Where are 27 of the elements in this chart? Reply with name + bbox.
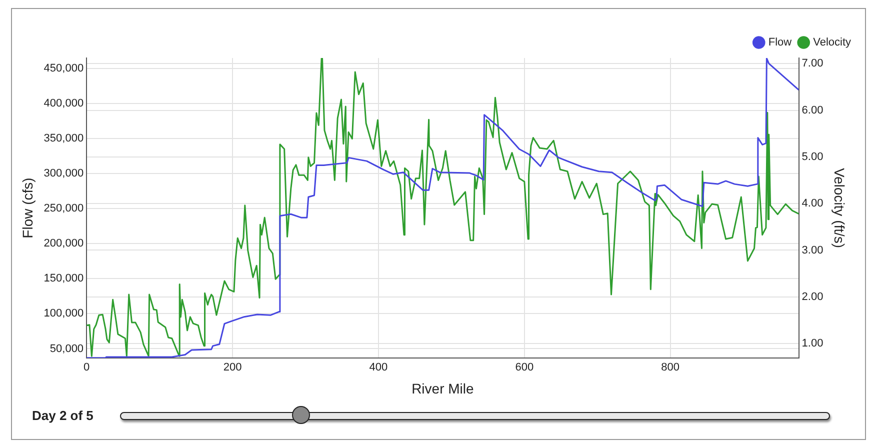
legend-label: Flow <box>768 36 792 49</box>
y2-tick-label: 6.00 <box>802 104 824 116</box>
y2-tick-label: 2.00 <box>802 290 824 303</box>
y-tick-label: 100,000 <box>44 308 84 320</box>
y2-tick-label: 7.00 <box>802 58 824 70</box>
text: Day 2 of 5 <box>32 408 94 422</box>
y2-tick-label: 1.00 <box>802 338 824 350</box>
y-tick-label: 250,000 <box>44 202 84 215</box>
y-tick-label: 400,000 <box>44 97 84 110</box>
x-tick-label: 0 <box>84 362 90 374</box>
legend-label: Velocity <box>813 36 852 49</box>
y-tick-label: 50,000 <box>50 342 84 355</box>
x-tick-label: 800 <box>661 362 680 374</box>
y2-tick-label: 3.00 <box>802 244 824 256</box>
y2-axis-title: Velocity (ft/s) <box>832 168 848 248</box>
y-axis-title: Flow (cfs) <box>19 178 36 238</box>
x-axis-title: River Mile <box>412 380 474 396</box>
y2-tick-label: 4.00 <box>802 198 824 210</box>
x-tick-label: 200 <box>223 362 242 374</box>
y2-tick-label: 5.00 <box>802 150 824 163</box>
x-tick-label: 600 <box>515 362 534 374</box>
y-tick-label: 200,000 <box>44 238 84 250</box>
y-tick-label: 300,000 <box>44 168 84 180</box>
y-tick-label: 450,000 <box>44 62 84 74</box>
y-tick-label: 150,000 <box>44 272 84 285</box>
y-tick-label: 350,000 <box>44 132 84 144</box>
x-tick-label: 400 <box>369 362 388 374</box>
